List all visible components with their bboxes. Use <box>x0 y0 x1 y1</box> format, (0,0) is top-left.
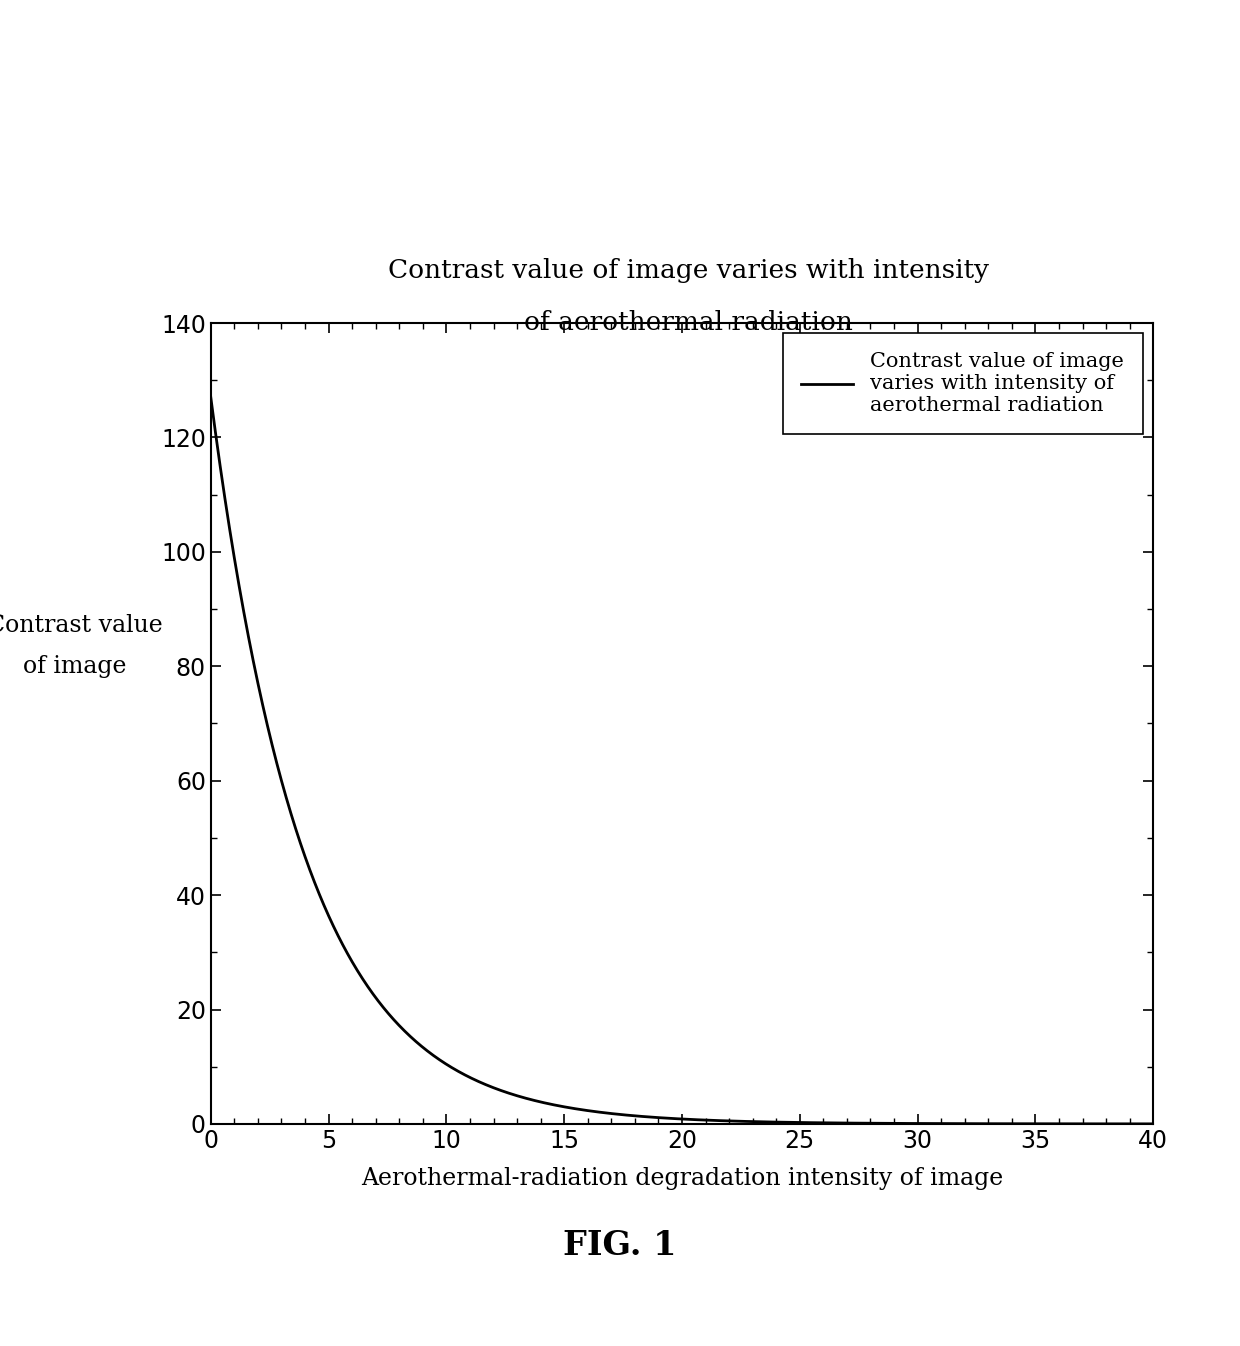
Text: Contrast value of image varies with intensity: Contrast value of image varies with inte… <box>388 257 988 283</box>
Text: of aerothermal radiation: of aerothermal radiation <box>523 310 853 335</box>
Text: FIG. 1: FIG. 1 <box>563 1229 677 1261</box>
X-axis label: Aerothermal-radiation degradation intensity of image: Aerothermal-radiation degradation intens… <box>361 1167 1003 1190</box>
Text: of image: of image <box>22 654 126 678</box>
Text: Contrast value: Contrast value <box>0 614 162 638</box>
Legend: Contrast value of image
varies with intensity of
aerothermal radiation: Contrast value of image varies with inte… <box>782 334 1143 433</box>
